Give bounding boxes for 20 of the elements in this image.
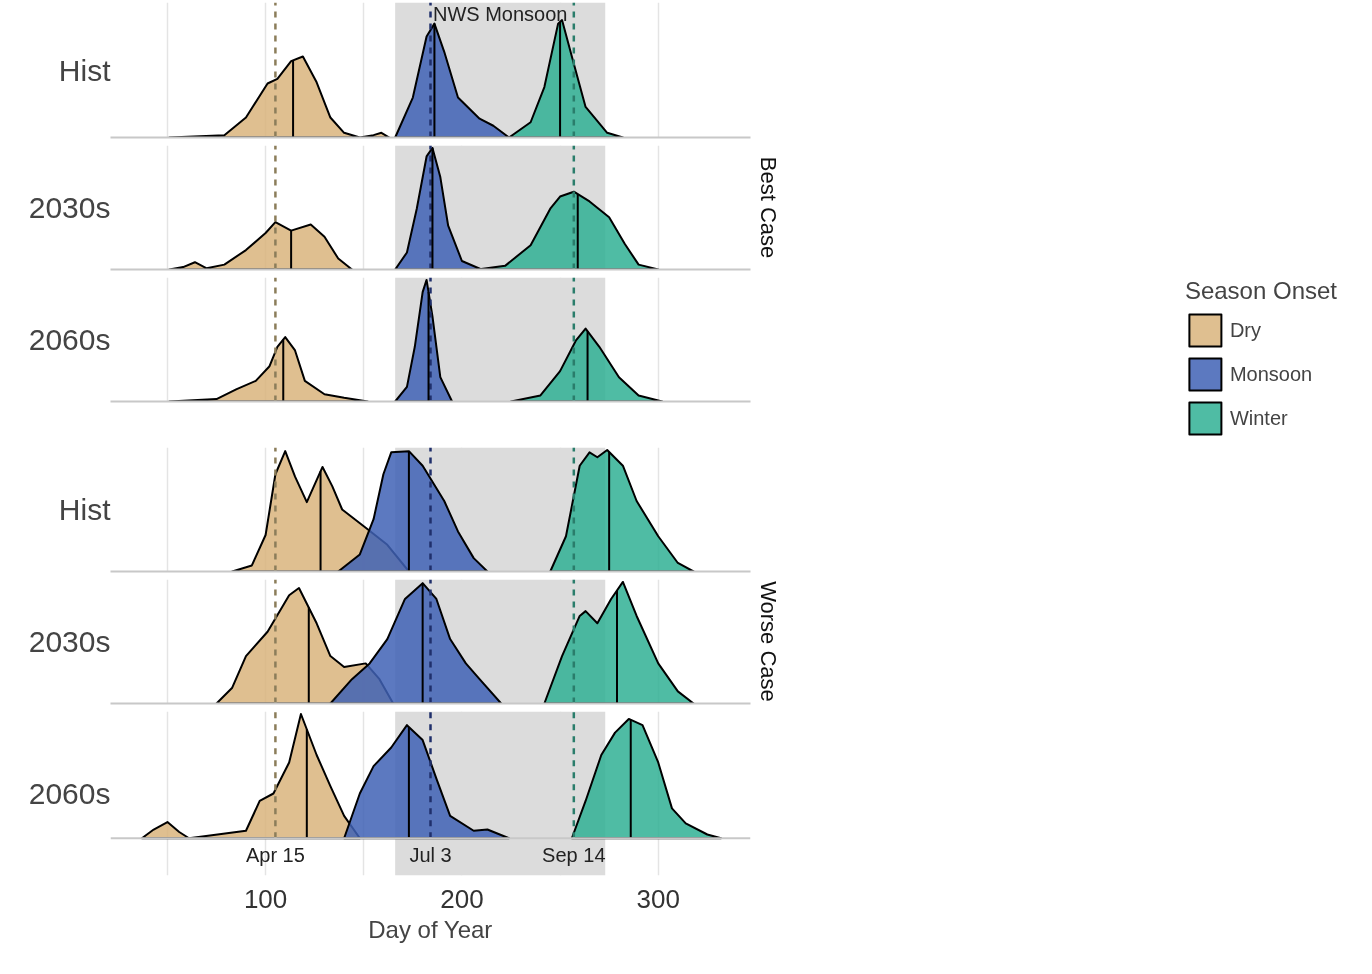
x-axis-title: Day of Year	[368, 915, 493, 943]
text: Worse Case	[755, 581, 781, 702]
y-axis-title: Hist	[58, 493, 112, 526]
y-axis-title: 2030s	[28, 191, 111, 224]
y-axis-title: 2060s	[28, 323, 111, 356]
y-axis-title: 2030s	[28, 625, 111, 658]
ref-line-label: Sep 14	[542, 844, 606, 867]
x-tick-label: 200	[440, 883, 484, 914]
y-axis-title: Hist	[58, 53, 112, 87]
text: Best Case	[755, 156, 781, 259]
legend-title: Season Onset	[1184, 277, 1337, 305]
x-tick-label: 300	[636, 883, 680, 914]
y-axis-title: 2060s	[28, 777, 111, 810]
x-tick-label: 100	[243, 883, 288, 914]
ref-line-label: Jul 3	[409, 844, 452, 867]
legend-label: Monsoon	[1229, 362, 1313, 386]
band-label: NWS Monsoon	[432, 2, 568, 25]
legend-label: Dry	[1229, 318, 1261, 342]
legend-label: Winter	[1229, 406, 1288, 430]
ref-line-label: Apr 15	[245, 844, 305, 867]
